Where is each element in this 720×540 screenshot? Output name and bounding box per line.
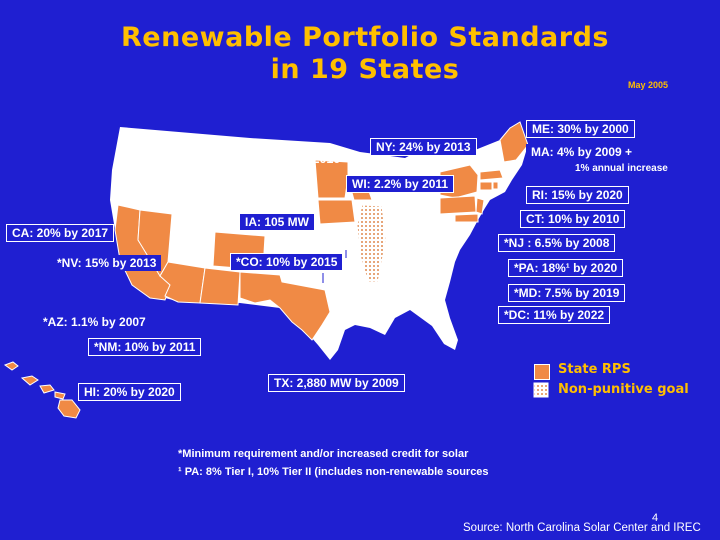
state-shape-az xyxy=(159,261,206,304)
state-shape-ct xyxy=(479,181,493,191)
label-hi: HI: 20% by 2020 xyxy=(78,383,181,401)
date-label: May 2005 xyxy=(628,80,669,90)
legend-label-goal: Non-punitive goal xyxy=(558,382,689,397)
legend-label-rps: State RPS xyxy=(558,362,631,377)
leader-lines xyxy=(322,250,347,283)
label-tx: TX: 2,880 MW by 2009 xyxy=(268,374,405,392)
legend-swatch-rps xyxy=(534,364,550,380)
label-pa: *PA: 18%¹ by 2020 xyxy=(508,259,624,277)
label-ma-note: 1% annual increase xyxy=(575,163,668,174)
legend-swatch-goal-fill xyxy=(533,382,549,398)
label-ny: NY: 24% by 2013 xyxy=(370,138,477,156)
state-shape-nm xyxy=(199,267,241,306)
state-shape-il xyxy=(356,204,387,283)
label-ia: IA: 105 MW xyxy=(240,214,315,230)
page-title: Renewable Portfolio Standards in 19 Stat… xyxy=(70,22,660,86)
state-shape-md xyxy=(454,213,479,223)
label-ct: CT: 10% by 2010 xyxy=(520,210,626,228)
state-shape-nj xyxy=(475,197,485,215)
source-credit: Source: North Carolina Solar Center and … xyxy=(463,522,701,534)
footnote-solar: *Minimum requirement and/or increased cr… xyxy=(178,448,469,460)
state-shape-ia xyxy=(317,199,356,225)
title-line-1: Renewable Portfolio Standards xyxy=(121,22,609,53)
state-shape-pa xyxy=(439,195,477,215)
label-ca: CA: 20% by 2017 xyxy=(6,224,115,242)
state-shape-tx xyxy=(239,271,331,341)
hawaii-islands xyxy=(3,361,81,419)
label-wi: WI: 2.2% by 2011 xyxy=(346,175,455,193)
label-md: *MD: 7.5% by 2019 xyxy=(508,284,626,302)
label-co: *CO: 10% by 2015 xyxy=(230,253,344,271)
state-shape-ri xyxy=(492,181,499,190)
state-shape-ma xyxy=(479,169,504,181)
label-ri: RI: 15% by 2020 xyxy=(526,186,629,204)
label-dc: *DC: 11% by 2022 xyxy=(498,306,611,324)
label-ma: MA: 4% by 2009 + xyxy=(526,144,643,160)
label-nj: *NJ : 6.5% by 2008 xyxy=(498,234,616,252)
label-nm: *NM: 10% by 2011 xyxy=(88,338,202,356)
rps-states xyxy=(114,121,529,341)
page-number: 4 xyxy=(652,512,659,524)
label-me: ME: 30% by 2000 xyxy=(526,120,635,138)
title-line-2: in 19 States xyxy=(270,54,460,85)
label-nv: *NV: 15% by 2013 xyxy=(52,255,162,271)
label-mn: MN: 1,125 MW wind by 2010 xyxy=(175,152,341,166)
label-az: *AZ: 1.1% by 2007 xyxy=(38,314,151,330)
footnote-pa: ¹ PA: 8% Tier I, 10% Tier II (includes n… xyxy=(178,466,489,478)
